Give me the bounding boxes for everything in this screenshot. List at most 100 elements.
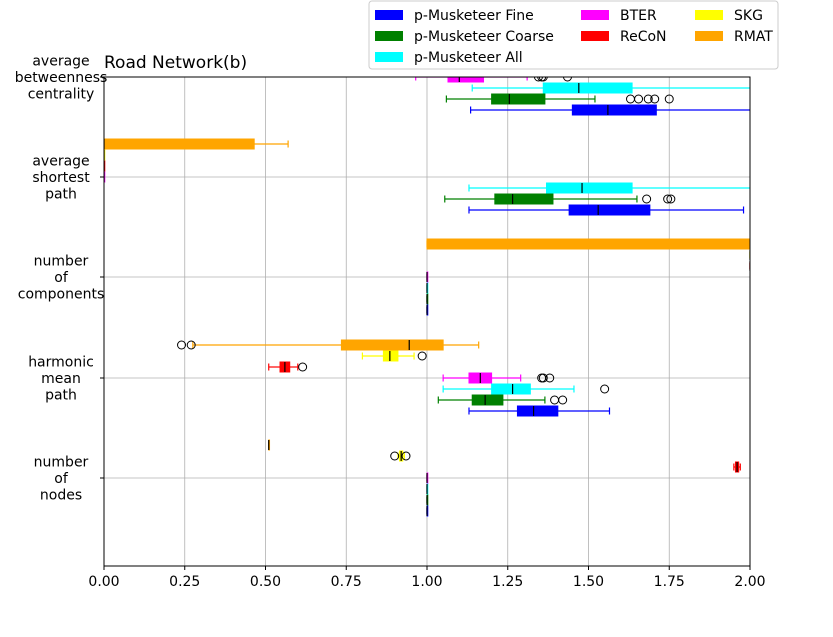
box-layer xyxy=(104,50,750,517)
box-p-musketeer-coarse xyxy=(426,494,429,506)
box-rmat xyxy=(268,439,271,451)
box-recon xyxy=(733,461,741,473)
box-iqr xyxy=(571,104,657,116)
box-iqr xyxy=(568,204,651,216)
box-p-musketeer-coarse xyxy=(437,394,568,406)
outlier-point xyxy=(417,351,427,361)
legend-swatch xyxy=(695,10,723,20)
legend-frame xyxy=(368,0,779,70)
legend-item: BTER xyxy=(581,8,657,24)
x-tick-label: 0.00 xyxy=(88,574,119,590)
outlier-point xyxy=(177,340,187,350)
box-p-musketeer-coarse xyxy=(444,193,676,205)
legend-label: BTER xyxy=(620,8,657,24)
outlier-point xyxy=(643,94,653,104)
box-p-musketeer-coarse xyxy=(445,93,674,105)
legend-swatch xyxy=(375,10,403,20)
box-p-musketeer-all xyxy=(442,383,610,395)
legend-item: SKG xyxy=(695,8,763,24)
category-label: path xyxy=(45,187,77,203)
legend-swatch xyxy=(375,31,403,41)
outlier-point xyxy=(298,362,308,372)
box-p-musketeer-all xyxy=(426,483,429,495)
category-label: path xyxy=(45,388,77,404)
outlier-point xyxy=(558,395,568,405)
outlier-point xyxy=(642,194,652,204)
legend-swatch xyxy=(695,31,723,41)
outlier-point xyxy=(666,194,676,204)
legend-label: ReCoN xyxy=(620,29,667,45)
legend-label: p-Musketeer Fine xyxy=(414,8,534,24)
box-skg xyxy=(361,350,427,362)
category-label: of xyxy=(54,471,69,487)
box-rmat xyxy=(177,339,480,351)
box-p-musketeer-fine xyxy=(468,405,611,417)
legend-item: p-Musketeer Fine xyxy=(375,8,534,24)
box-rmat xyxy=(426,238,750,250)
x-tick-label: 1.00 xyxy=(411,574,442,590)
outlier-point xyxy=(533,77,543,82)
box-p-musketeer-all xyxy=(426,282,429,294)
x-tick-label: 2.00 xyxy=(734,574,765,590)
box-iqr xyxy=(426,238,750,250)
box-bter xyxy=(442,372,555,384)
x-tick-label: 1.50 xyxy=(573,574,604,590)
box-p-musketeer-fine xyxy=(470,104,750,116)
legend-item: RMAT xyxy=(695,29,773,45)
box-iqr xyxy=(471,394,504,406)
x-tick-label: 1.75 xyxy=(654,574,685,590)
x-tick-label: 1.25 xyxy=(492,574,523,590)
category-label: number xyxy=(34,455,89,471)
box-iqr xyxy=(491,383,531,395)
category-label: mean xyxy=(41,371,81,387)
legend-swatch xyxy=(375,52,403,62)
box-iqr xyxy=(516,405,559,417)
box-iqr xyxy=(546,182,633,194)
box-bter xyxy=(415,77,573,83)
box-iqr xyxy=(447,77,485,83)
legend-label: SKG xyxy=(734,8,763,24)
category-label: average xyxy=(32,154,89,170)
outlier-point xyxy=(538,77,548,82)
category-label: shortest xyxy=(32,170,90,186)
outlier-point xyxy=(664,94,674,104)
legend-item: ReCoN xyxy=(581,29,667,45)
legend-label: RMAT xyxy=(734,29,773,45)
outlier-point xyxy=(550,395,560,405)
category-label: components xyxy=(18,287,105,303)
x-tick-label: 0.75 xyxy=(331,574,362,590)
outlier-point xyxy=(663,194,673,204)
box-rmat xyxy=(104,138,289,150)
x-tick-label: 0.25 xyxy=(169,574,200,590)
box-p-musketeer-fine xyxy=(468,204,745,216)
box-recon xyxy=(268,361,308,373)
box-bter xyxy=(426,472,429,484)
legend: p-Musketeer Fine p-Musketeer Coarse p-Musk… xyxy=(368,0,779,70)
outlier-point xyxy=(634,94,644,104)
box-skg xyxy=(390,450,411,462)
box-iqr xyxy=(542,82,633,94)
outlier-point xyxy=(186,340,196,350)
outlier-point xyxy=(545,373,555,383)
box-p-musketeer-all xyxy=(471,82,750,94)
x-tick-label: 0.50 xyxy=(250,574,281,590)
box-recon xyxy=(246,61,285,71)
legend-swatch xyxy=(581,31,609,41)
box-iqr xyxy=(494,193,554,205)
legend-item: p-Musketeer Coarse xyxy=(375,29,554,45)
outlier-point xyxy=(390,451,400,461)
category-label: harmonic xyxy=(28,355,94,371)
legend-label: p-Musketeer All xyxy=(414,50,523,66)
box-p-musketeer-coarse xyxy=(426,293,429,305)
box-iqr xyxy=(259,61,269,71)
category-label: centrality xyxy=(28,87,95,103)
box-bter xyxy=(426,271,429,283)
outlier-point xyxy=(625,94,635,104)
legend-swatch xyxy=(581,10,609,20)
outlier-point xyxy=(563,77,573,82)
box-iqr xyxy=(382,350,399,362)
chart-title: Road Network(b) xyxy=(104,53,247,73)
box-iqr xyxy=(345,50,360,60)
category-label: average xyxy=(32,54,89,70)
